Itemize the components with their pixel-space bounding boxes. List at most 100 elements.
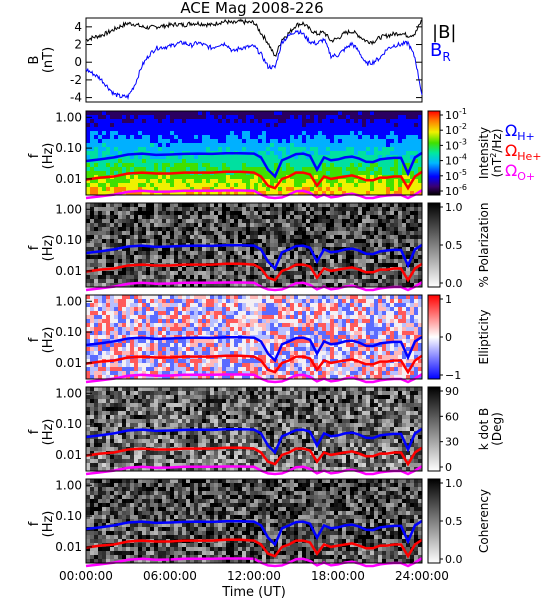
spectrogram-cell [238, 367, 242, 371]
colorbar-tick-exp: -3 [459, 137, 467, 146]
spectrogram-cell [414, 131, 418, 135]
spectrogram-cell [274, 151, 278, 155]
spectrogram-cell [222, 115, 226, 119]
spectrogram-cell [390, 147, 394, 151]
spectrogram-cell [214, 343, 218, 347]
spectrogram-cell [158, 299, 162, 303]
spectrogram-cell [194, 271, 198, 275]
spectrogram-cell [190, 135, 194, 139]
spectrogram-cell [354, 203, 358, 207]
spectrogram-cell [222, 131, 226, 135]
spectrogram-cell [214, 275, 218, 279]
colorbar-1 [428, 203, 440, 287]
spectrogram-cell [134, 363, 138, 367]
spectrogram-cell [282, 131, 286, 135]
spectrogram-cell [110, 367, 114, 371]
spectrogram-cell [186, 111, 190, 115]
spectrogram-cell [210, 307, 214, 311]
spectrogram-cell [118, 143, 122, 147]
spectrogram-cell [250, 251, 254, 255]
spectrogram-cell [322, 335, 326, 339]
spectrogram-cell [262, 119, 266, 123]
spectrogram-cell [350, 119, 354, 123]
spectrogram-cell [202, 203, 206, 207]
spectrogram-cell [142, 275, 146, 279]
spectrogram-cell [414, 143, 418, 147]
spectrogram-cell [266, 155, 270, 159]
spectrogram-cell [110, 111, 114, 115]
spectrogram-cell [162, 175, 166, 179]
spectrogram-cell [318, 211, 322, 215]
spectrogram-cell [326, 319, 330, 323]
spectrogram-cell [182, 231, 186, 235]
spectrogram-cell [294, 179, 298, 183]
spectrogram-cell [146, 219, 150, 223]
spectrogram-cell [246, 215, 250, 219]
spectrogram-cell [134, 119, 138, 123]
spectrogram-cell [362, 151, 366, 155]
spectrogram-cell [318, 215, 322, 219]
spectrogram-cell [306, 255, 310, 259]
spectrogram-cell [102, 223, 106, 227]
spectrogram-cell [102, 127, 106, 131]
spectrogram-cell [158, 159, 162, 163]
spectrogram-cell [250, 363, 254, 367]
spectrogram-cell [322, 307, 326, 311]
spectrogram-cell [90, 247, 94, 251]
spectrogram-cell [290, 311, 294, 315]
spectrogram-cell [266, 127, 270, 131]
spectrogram-cell [130, 267, 134, 271]
spectrogram-cell [226, 203, 230, 207]
spectrogram-cell [398, 151, 402, 155]
spectrogram-cell [218, 311, 222, 315]
spectrogram-cell [246, 251, 250, 255]
spectrogram-cell [202, 111, 206, 115]
spectrogram-cell [158, 215, 162, 219]
spectrogram-cell [390, 231, 394, 235]
spectrogram-cell [94, 139, 98, 143]
spectrogram-cell [410, 215, 414, 219]
spectrogram-cell [218, 159, 222, 163]
spectrogram-cell [310, 371, 314, 375]
spectrogram-cell [386, 171, 390, 175]
spectrogram-cell [174, 347, 178, 351]
spectrogram-cell [402, 211, 406, 215]
spectrogram-cell [298, 239, 302, 243]
spectrogram-cell [366, 167, 370, 171]
spectrogram-cell [350, 275, 354, 279]
spectrogram-cell [210, 311, 214, 315]
spectrogram-cell [374, 119, 378, 123]
spectrogram-cell [398, 183, 402, 187]
spectrogram-cell [134, 323, 138, 327]
spectrogram-cell [306, 131, 310, 135]
spectrogram-cell [306, 331, 310, 335]
spectrogram-cell [350, 127, 354, 131]
spectrogram-cell [94, 187, 98, 191]
spectrogram-cell [170, 211, 174, 215]
spectrogram-cell [158, 183, 162, 187]
spectrogram-cell [150, 267, 154, 271]
spectrogram-cell [394, 251, 398, 255]
spectrogram-cell [330, 131, 334, 135]
spectrogram-cell [294, 207, 298, 211]
b-ytick-label-1: 2 [74, 38, 82, 52]
spectrogram-cell [354, 179, 358, 183]
spectrogram-cell [358, 111, 362, 115]
spectrogram-cell [258, 351, 262, 355]
spectrogram-cell [270, 331, 274, 335]
spectrogram-cell [130, 223, 134, 227]
spectrogram-cell [210, 319, 214, 323]
spectrogram-cell [234, 159, 238, 163]
spectrogram-cell [290, 219, 294, 223]
spectrogram-cell [146, 123, 150, 127]
spectrogram-cell [286, 111, 290, 115]
spectrogram-cell [126, 235, 130, 239]
spectrogram-cell [270, 139, 274, 143]
spectrogram-cell [174, 339, 178, 343]
spectrogram-cell [166, 139, 170, 143]
spectrogram-cell [318, 231, 322, 235]
spectrogram-cell [150, 163, 154, 167]
spectrogram-cell [238, 247, 242, 251]
spectrogram-cell [214, 147, 218, 151]
spectrogram-cell [370, 235, 374, 239]
